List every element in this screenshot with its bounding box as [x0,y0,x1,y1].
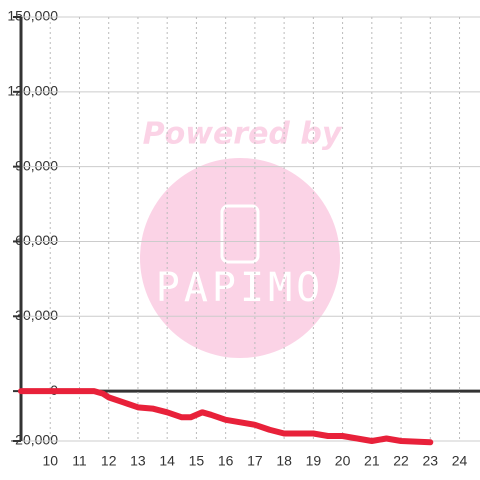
x-tick-label: 24 [452,453,468,469]
line [18,388,434,446]
y-tick-label: 150,000 [7,8,58,24]
x-tick-label: 19 [306,453,322,469]
y-tick-label: 120,000 [7,83,58,99]
x-tick-label: 14 [159,453,175,469]
x-tick-label: 16 [218,453,234,469]
y-tick-label: 30,000 [15,307,58,323]
y-tick-label: -20,000 [11,432,59,448]
x-tick-label: 20 [335,453,351,469]
x-tick-label: 15 [189,453,205,469]
x-tick-label: 10 [42,453,58,469]
watermark-icon [220,204,260,264]
watermark-circle [140,158,340,358]
x-tick-label: 21 [364,453,380,469]
x-tick-label: 11 [72,453,87,469]
x-tick-label: 13 [130,453,146,469]
watermark-logo: PAPIMO [156,265,325,311]
x-tick-label: 17 [247,453,263,469]
x-tick-label: 18 [276,453,292,469]
x-tick-label: 12 [101,453,117,469]
watermark: Powered by [143,117,343,152]
x-tick-label: 22 [393,453,409,469]
y-tick-label: 60,000 [15,232,58,248]
y-tick-label: 90,000 [15,157,58,173]
x-tick-label: 23 [423,453,439,469]
